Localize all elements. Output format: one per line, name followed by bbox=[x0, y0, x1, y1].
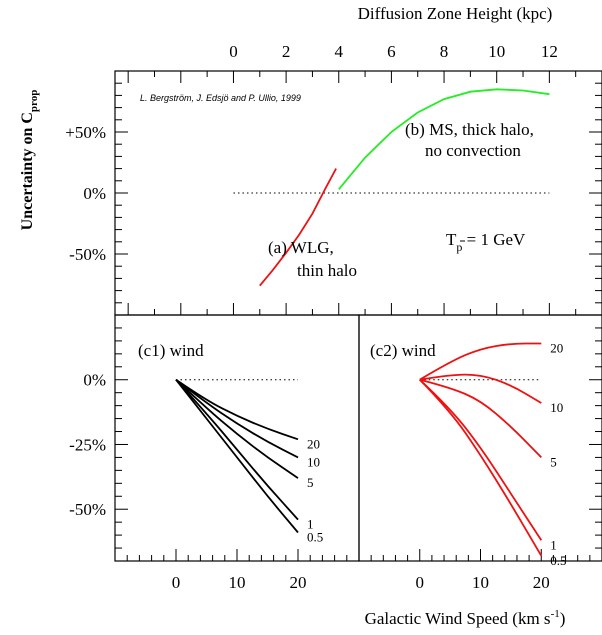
c2-x-tick-label: 20 bbox=[533, 573, 550, 592]
c1-y-tick-label: -25% bbox=[69, 435, 106, 454]
c1-curve-5 bbox=[175, 379, 299, 479]
c2-title: (c2) wind bbox=[370, 341, 436, 360]
tick-labels: 0 2 4 6 8 10 12 +50% 0% -50% 0 10 20 0% -25% -50% 0 10 20 bbox=[65, 42, 558, 592]
top-panel-frame bbox=[114, 70, 602, 316]
curve-a bbox=[259, 168, 337, 287]
top-x-tick-label: 8 bbox=[440, 42, 449, 61]
tp-label-rest: = 1 GeV bbox=[462, 230, 526, 249]
tp-label-sub: p bbox=[456, 240, 462, 254]
c2-curve-1 bbox=[419, 379, 543, 541]
label-a-line2: thin halo bbox=[297, 261, 357, 280]
top-x-tick-label: 4 bbox=[335, 42, 344, 61]
c2-curve-10 bbox=[419, 373, 542, 404]
bottom-x-axis-label: Galactic Wind Speed (km s-1) bbox=[365, 608, 566, 628]
curves bbox=[175, 88, 550, 557]
c1-curve-label-10: 10 bbox=[307, 454, 320, 469]
c2-curve-label-10: 10 bbox=[550, 400, 563, 415]
top-y-tick-label: 0% bbox=[83, 184, 106, 203]
c1-y-tick-label: 0% bbox=[83, 371, 106, 390]
label-a-line1: (a) WLG, bbox=[268, 238, 334, 257]
c1-x-tick-label: 20 bbox=[290, 573, 307, 592]
top-x-tick-label: 2 bbox=[282, 42, 291, 61]
credit-text: L. Bergström, J. Edsjö and P. Ullio, 199… bbox=[140, 93, 301, 103]
c2-curve-label-1: 1 bbox=[550, 537, 557, 552]
c1-curve-label-1: 1 bbox=[307, 517, 314, 532]
top-y-tick-label: +50% bbox=[65, 123, 106, 142]
top-x-tick-label: 6 bbox=[387, 42, 396, 61]
c2-curve-5 bbox=[419, 378, 542, 459]
c2-curve-20 bbox=[419, 342, 542, 381]
c1-x-tick-label: 10 bbox=[229, 573, 246, 592]
c1-curve-label-20: 20 bbox=[307, 436, 320, 451]
c1-curve-10 bbox=[175, 378, 299, 459]
c1-curve-label-0.5: 0.5 bbox=[307, 530, 323, 545]
reference-lines bbox=[176, 192, 550, 381]
y-axis-label-main: Uncertainty on C bbox=[19, 112, 36, 230]
tp-label-main: T bbox=[446, 230, 457, 249]
c1-x-tick-label: 0 bbox=[172, 573, 181, 592]
c2-x-tick-label: 10 bbox=[472, 573, 489, 592]
c2-curve-label-5: 5 bbox=[550, 454, 557, 469]
top-x-axis-label: Diffusion Zone Height (kpc) bbox=[358, 4, 553, 23]
c2-curve-label-0.5: 0.5 bbox=[550, 553, 566, 568]
tp-label: Tp = 1 GeV bbox=[446, 230, 526, 254]
top-x-tick-label: 12 bbox=[541, 42, 558, 61]
bottom-x-axis-label-end: ) bbox=[560, 609, 566, 628]
c1-y-tick-label: -50% bbox=[69, 500, 106, 519]
c1-curve-label-5: 5 bbox=[307, 475, 314, 490]
c1-curve-20 bbox=[175, 378, 299, 441]
label-b-line1: (b) MS, thick halo, bbox=[405, 120, 534, 139]
bottom-x-axis-label-sup: -1 bbox=[551, 608, 560, 620]
top-x-tick-label: 10 bbox=[488, 42, 505, 61]
y-axis-label-sub: prop bbox=[28, 90, 40, 112]
tick-marks bbox=[115, 70, 602, 561]
y-axis-label: Uncertainty on Cprop bbox=[19, 90, 40, 231]
c1-title: (c1) wind bbox=[138, 341, 204, 360]
curve-b bbox=[338, 88, 550, 190]
c2-x-tick-label: 0 bbox=[416, 573, 425, 592]
c1-curve-1 bbox=[175, 379, 299, 521]
c1-curve-0.5 bbox=[175, 379, 299, 534]
top-y-tick-label: -50% bbox=[69, 245, 106, 264]
c2-curve-label-20: 20 bbox=[550, 340, 563, 355]
label-b-line2: no convection bbox=[425, 141, 521, 160]
bottom-x-axis-label-main: Galactic Wind Speed (km s bbox=[365, 609, 551, 628]
c2-curve-0.5 bbox=[419, 379, 543, 557]
top-x-tick-label: 0 bbox=[229, 42, 238, 61]
